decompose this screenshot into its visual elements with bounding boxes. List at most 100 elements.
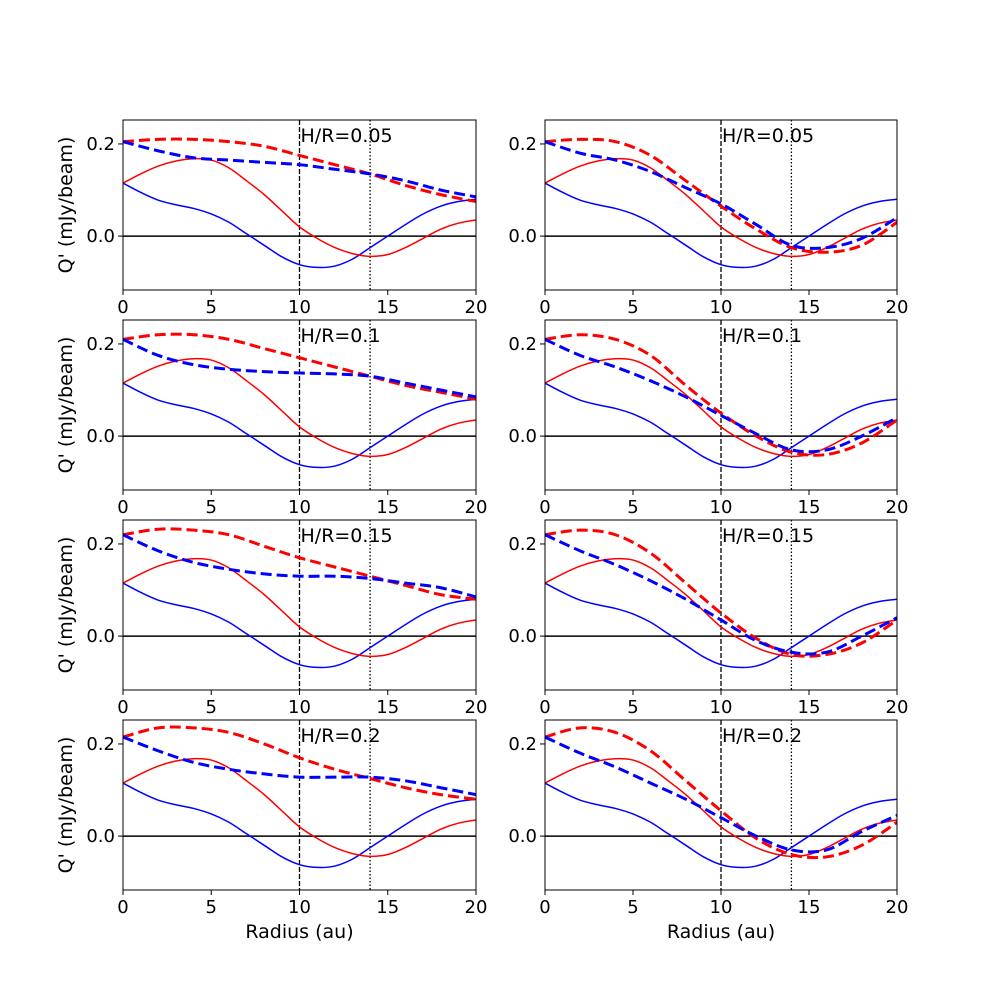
x-tick-label: 15 xyxy=(798,897,821,918)
plot-area xyxy=(123,520,476,690)
x-tick-label: 15 xyxy=(376,497,399,518)
x-tick-label: 10 xyxy=(710,897,733,918)
y-tick-label: 0.2 xyxy=(86,334,115,355)
observed-blue-line xyxy=(545,782,897,869)
x-tick-label: 0 xyxy=(117,897,128,918)
y-tick-label: 0.2 xyxy=(86,134,115,155)
x-tick-label: 10 xyxy=(710,497,733,518)
panel-label: H/R=0.15 xyxy=(301,525,393,547)
x-tick-label: 20 xyxy=(886,497,909,518)
x-tick-label: 10 xyxy=(288,897,311,918)
plot-area xyxy=(545,720,897,890)
subplot-6: H/R=0.15 0 5 10 15 20 0.0 0.2 xyxy=(508,519,909,718)
y-tick-label: 0.2 xyxy=(86,734,115,755)
model-red-dashed-line xyxy=(545,333,897,457)
x-tick-label: 0 xyxy=(539,297,550,318)
x-tick-label: 5 xyxy=(206,697,217,718)
x-tick-label: 10 xyxy=(288,297,311,318)
y-tick-label: 0.2 xyxy=(508,734,537,755)
model-red-dashed-line xyxy=(123,332,476,401)
model-red-dashed-line xyxy=(123,725,476,801)
y-tick-label: 0.2 xyxy=(508,134,537,155)
observed-blue-line xyxy=(123,382,476,469)
x-tick-label: 20 xyxy=(465,697,488,718)
subplot-2: H/R=0.05 0 5 10 15 20 0.0 0.2 xyxy=(508,119,909,318)
x-tick-label: 10 xyxy=(288,697,311,718)
observed-blue-line xyxy=(545,182,897,269)
y-tick-label: 0.0 xyxy=(508,426,537,447)
observed-red-line xyxy=(123,357,476,458)
y-axis-label: Q' (mJy/beam) xyxy=(55,337,77,474)
y-tick-label: 0.0 xyxy=(508,826,537,847)
plot-area xyxy=(545,320,897,490)
observed-blue-line xyxy=(123,782,476,869)
y-axis-label: Q' (mJy/beam) xyxy=(55,137,77,274)
x-tick-label: 20 xyxy=(465,497,488,518)
observed-red-line xyxy=(545,357,897,458)
panel-label: H/R=0.15 xyxy=(722,525,814,547)
x-tick-label: 0 xyxy=(539,697,550,718)
model-blue-dashed-line xyxy=(123,735,476,797)
y-tick-label: 0.0 xyxy=(508,226,537,247)
plot-area xyxy=(123,120,476,290)
y-tick-label: 0.2 xyxy=(508,534,537,555)
observed-red-line xyxy=(545,757,897,858)
y-tick-label: 0.2 xyxy=(508,334,537,355)
panel-label: H/R=0.2 xyxy=(722,725,802,747)
x-tick-label: 20 xyxy=(886,697,909,718)
x-tick-label: 0 xyxy=(117,497,128,518)
panel-label: H/R=0.05 xyxy=(301,125,393,147)
observed-red-line xyxy=(545,557,897,658)
x-tick-label: 5 xyxy=(206,297,217,318)
subplot-4: H/R=0.1 0 5 10 15 20 0.0 0.2 xyxy=(508,319,909,518)
model-blue-dashed-line xyxy=(123,140,476,199)
x-tick-label: 15 xyxy=(798,497,821,518)
plot-area xyxy=(123,320,476,490)
model-blue-dashed-line xyxy=(123,533,476,599)
x-tick-label: 15 xyxy=(376,697,399,718)
x-tick-label: 5 xyxy=(627,697,638,718)
plot-area xyxy=(545,520,897,690)
x-tick-label: 20 xyxy=(465,297,488,318)
x-tick-label: 5 xyxy=(206,497,217,518)
x-tick-label: 10 xyxy=(710,697,733,718)
plot-area xyxy=(545,120,897,290)
observed-red-line xyxy=(123,557,476,658)
y-axis-label: Q' (mJy/beam) xyxy=(55,537,77,674)
y-tick-label: 0.0 xyxy=(86,426,115,447)
x-tick-label: 20 xyxy=(886,297,909,318)
observed-red-line xyxy=(545,157,897,258)
model-red-dashed-line xyxy=(545,137,897,254)
x-tick-label: 20 xyxy=(465,897,488,918)
model-blue-dashed-line xyxy=(545,533,897,656)
x-tick-label: 5 xyxy=(206,897,217,918)
y-tick-label: 0.0 xyxy=(86,826,115,847)
x-tick-label: 5 xyxy=(627,497,638,518)
subplot-8: H/R=0.2 0 5 10 15 20 0.0 0.2 Radius (au) xyxy=(508,719,908,943)
y-tick-label: 0.0 xyxy=(86,226,115,247)
panel-label: H/R=0.1 xyxy=(301,325,381,347)
model-red-dashed-line xyxy=(123,527,476,601)
x-tick-label: 5 xyxy=(627,897,638,918)
y-tick-label: 0.2 xyxy=(86,534,115,555)
x-tick-label: 15 xyxy=(798,297,821,318)
observed-red-line xyxy=(123,757,476,858)
x-tick-label: 15 xyxy=(376,297,399,318)
x-tick-label: 15 xyxy=(798,697,821,718)
x-tick-label: 0 xyxy=(117,697,128,718)
observed-blue-line xyxy=(545,582,897,669)
panel-label: H/R=0.2 xyxy=(301,725,381,747)
x-tick-label: 0 xyxy=(539,497,550,518)
subplot-1: H/R=0.05 0 5 10 15 20 0.0 0.2 Q' (mJy/beam) xyxy=(55,119,488,318)
x-axis-label: Radius (au) xyxy=(245,921,353,943)
panel-label: H/R=0.05 xyxy=(722,125,814,147)
observed-blue-line xyxy=(545,382,897,469)
observed-blue-line xyxy=(123,182,476,269)
y-tick-label: 0.0 xyxy=(86,626,115,647)
model-blue-dashed-line xyxy=(123,337,476,399)
plot-area xyxy=(123,720,476,890)
x-tick-label: 5 xyxy=(627,297,638,318)
x-tick-label: 10 xyxy=(288,497,311,518)
model-blue-dashed-line xyxy=(545,337,897,454)
